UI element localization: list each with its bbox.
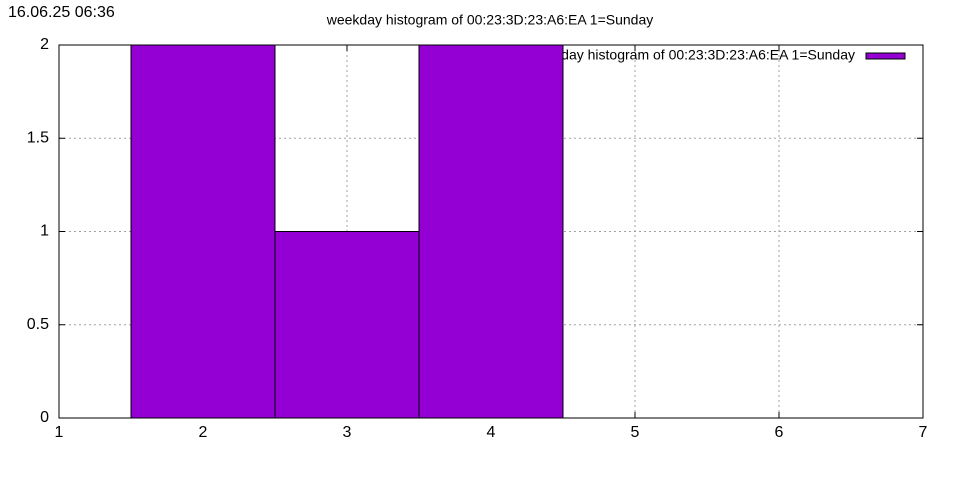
plot-border bbox=[58, 44, 924, 419]
chart-title: weekday histogram of 00:23:3D:23:A6:EA 1… bbox=[326, 12, 654, 28]
y-tick-label: 2 bbox=[40, 36, 49, 53]
y-tick-label: 0 bbox=[40, 409, 49, 426]
bar bbox=[418, 44, 564, 419]
bar bbox=[274, 231, 420, 419]
x-tick-label: 1 bbox=[55, 424, 64, 441]
legend-label: weekday histogram of 00:23:3D:23:A6:EA 1… bbox=[528, 47, 856, 63]
x-tick-label: 5 bbox=[631, 424, 640, 441]
legend-swatch bbox=[865, 52, 906, 60]
y-tick-label: 0.5 bbox=[27, 316, 49, 333]
y-tick-label: 1 bbox=[40, 223, 49, 240]
x-tick-label: 4 bbox=[487, 424, 496, 441]
timestamp: 16.06.25 06:36 bbox=[8, 4, 115, 21]
x-tick-label: 7 bbox=[919, 424, 928, 441]
x-tick-label: 6 bbox=[775, 424, 784, 441]
y-tick-label: 1.5 bbox=[27, 129, 49, 146]
x-tick-label: 3 bbox=[343, 424, 352, 441]
x-tick-label: 2 bbox=[199, 424, 208, 441]
bar bbox=[130, 44, 276, 419]
